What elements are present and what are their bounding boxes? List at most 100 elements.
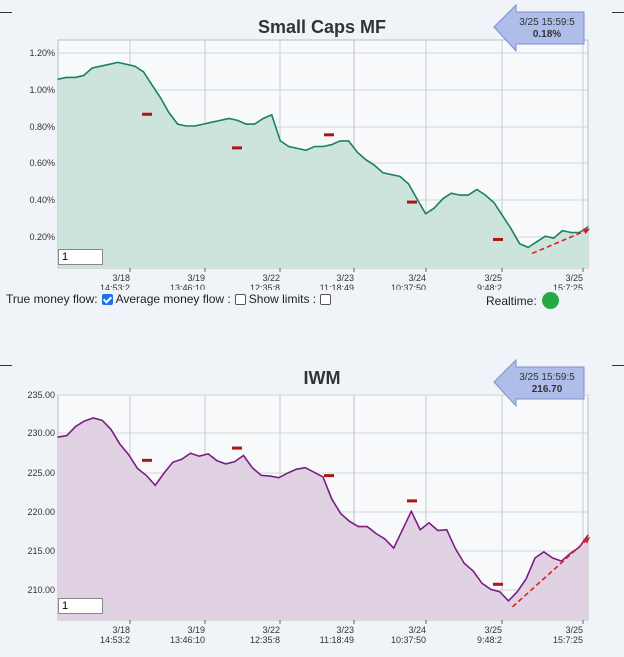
- show-limits-checkbox[interactable]: [320, 293, 332, 305]
- x-tick-label: 3/22: [262, 625, 280, 635]
- x-tick-label: 11:18:49: [320, 635, 354, 645]
- data-point: [125, 63, 127, 65]
- data-point: [519, 243, 521, 245]
- data-point: [262, 117, 264, 120]
- data-point: [410, 510, 412, 512]
- y-tick-label: 1.00%: [29, 85, 55, 95]
- data-point: [437, 529, 439, 532]
- data-point: [560, 560, 563, 562]
- realtime-label: Realtime:: [486, 293, 537, 308]
- true-money-flow-label: True money flow:: [6, 292, 98, 306]
- data-point: [322, 476, 324, 478]
- y-tick-label: 225.00: [27, 468, 55, 478]
- y-tick-label: 0.80%: [29, 122, 55, 132]
- true-money-flow-checkbox[interactable]: [101, 293, 113, 305]
- data-point: [384, 538, 386, 540]
- realtime-toggle[interactable]: Realtime:: [486, 292, 559, 309]
- data-point: [561, 230, 563, 232]
- corner-mark: [612, 12, 624, 13]
- data-point: [65, 76, 68, 78]
- badge-value: 0.18%: [533, 29, 561, 40]
- x-tick-label: 15:7:25: [553, 283, 583, 290]
- data-point: [322, 145, 324, 148]
- data-point: [356, 151, 358, 153]
- data-point: [100, 65, 102, 67]
- data-point: [490, 588, 492, 590]
- trend-arrow: [511, 536, 591, 608]
- data-point: [219, 119, 222, 121]
- data-point: [177, 123, 179, 125]
- data-point: [279, 140, 281, 142]
- data-point: [234, 460, 236, 463]
- data-point: [136, 467, 139, 470]
- range-input[interactable]: 1: [58, 598, 103, 614]
- data-point: [66, 434, 68, 437]
- data-point: [348, 140, 350, 142]
- latest-value-badge: 3/25 15:59:5 216.70: [493, 358, 585, 408]
- data-point: [543, 551, 545, 553]
- data-point: [83, 420, 86, 422]
- x-tick-label: 3/23: [336, 625, 354, 635]
- data-point: [168, 112, 170, 114]
- x-tick-label: 3/25: [484, 625, 502, 635]
- average-money-flow-label: Average money flow :: [115, 292, 231, 306]
- data-point: [236, 119, 239, 121]
- data-point: [245, 123, 247, 125]
- badge-time: 3/25 15:59:5: [519, 372, 575, 383]
- trend-arrow: [531, 228, 591, 255]
- corner-mark: [612, 365, 624, 366]
- data-point: [207, 453, 209, 455]
- x-tick-label: 14:53:2: [100, 283, 130, 290]
- series-area: [58, 62, 588, 269]
- series-area: [58, 418, 588, 620]
- x-tick-label: 3/24: [408, 625, 426, 635]
- realtime-status-dot[interactable]: [541, 292, 559, 309]
- data-point: [83, 74, 85, 77]
- data-point: [288, 145, 290, 148]
- average-money-flow-checkbox[interactable]: [234, 293, 246, 305]
- data-point: [450, 192, 452, 194]
- data-point: [181, 458, 183, 460]
- data-point: [108, 63, 110, 65]
- x-tick-label: 13:46:10: [170, 283, 205, 290]
- x-tick-label: 12:35:8: [250, 283, 280, 290]
- data-point: [366, 526, 368, 528]
- trend-arrow-head: [583, 537, 590, 544]
- trend-arrow-head: [583, 228, 590, 235]
- data-point: [194, 125, 196, 127]
- corner-mark: [0, 365, 12, 366]
- data-point: [569, 552, 571, 555]
- data-point: [163, 472, 165, 474]
- data-point: [365, 159, 367, 161]
- money-flow-chart: Small Caps MF 1.20% 1.00% 0.80% 0.60% 0.40% 0…: [29, 3, 591, 290]
- badge-time: 3/25 15:59:5: [519, 17, 575, 28]
- data-point: [185, 125, 187, 127]
- data-point: [570, 231, 572, 234]
- x-tick-label: 3/18: [112, 273, 130, 283]
- event-marker: [232, 446, 242, 450]
- data-point: [271, 114, 273, 116]
- data-point: [499, 591, 501, 593]
- data-point: [510, 228, 512, 230]
- data-point: [91, 67, 93, 69]
- data-point: [373, 164, 375, 166]
- data-point: [198, 455, 200, 457]
- data-point: [390, 173, 392, 176]
- y-tick-label: 235.00: [27, 390, 55, 400]
- range-input[interactable]: 1: [58, 249, 103, 265]
- data-point: [313, 145, 316, 148]
- x-tick-label: 14:53:2: [100, 635, 130, 645]
- data-point: [228, 117, 230, 120]
- data-point: [587, 226, 589, 228]
- data-point: [454, 548, 457, 550]
- data-point: [375, 532, 377, 535]
- data-point: [57, 436, 59, 438]
- badge-value: 216.70: [532, 384, 563, 395]
- data-point: [296, 147, 298, 149]
- y-tick-label: 230.00: [27, 428, 55, 438]
- data-point: [278, 477, 280, 479]
- event-marker: [493, 582, 503, 586]
- data-point: [419, 529, 421, 531]
- x-tick-label: 3/19: [187, 625, 205, 635]
- event-marker: [324, 474, 334, 478]
